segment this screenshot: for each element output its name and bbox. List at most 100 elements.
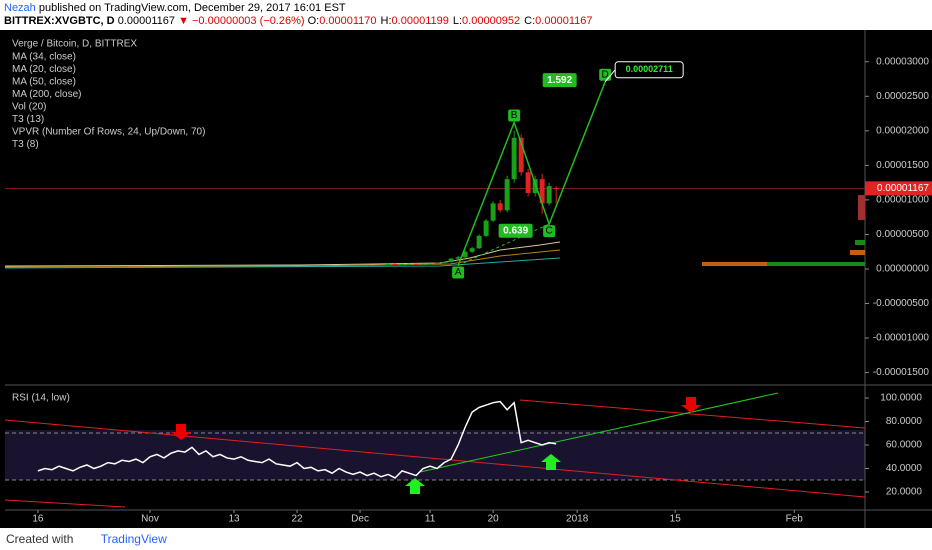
rsi-band [5,430,865,480]
x-tick-label: Nov [141,514,159,525]
candle [553,186,559,204]
pattern-point-label: C [546,226,553,237]
candle-body [448,258,454,263]
x-tick-label: 2018 [566,514,589,525]
candle [539,173,545,214]
arrow-up [405,478,425,494]
candle-body [518,137,524,173]
candle [385,263,391,265]
ohlc-value: 0.00000952 [462,15,521,27]
publish-line: Nezah published on TradingView.com, Dece… [4,2,932,15]
x-tick-label: 22 [291,514,303,525]
pattern-point-label: A [455,267,462,278]
candle [504,175,510,213]
candle [427,263,433,265]
rsi-title: RSI (14, low) [12,393,70,404]
rsi-trendline [419,392,779,473]
rsi-tick-label: 60.0000 [886,440,923,451]
ohlc: O:0.00001170 H:0.00001199 L:0.00000952 C:0.… [308,15,597,27]
x-tick-label: 13 [228,514,240,525]
candle [546,182,552,206]
ratio-box [542,73,577,88]
y-tick-label: 0.00002500 [876,91,929,102]
indicator-label: MA (50, close) [12,77,76,88]
pattern-line [457,81,606,266]
ohlc-key: O: [307,15,320,27]
candle [448,257,454,263]
ohlc-key: C: [524,15,536,27]
candle-body [413,263,419,265]
candle-body [406,263,412,265]
x-tick-label: Feb [786,514,804,525]
candle-body [469,248,475,252]
ohlc-key: L: [452,15,463,27]
pattern-line [457,223,550,266]
last-price-box [865,181,932,196]
x-tick-label: 16 [32,514,44,525]
target-box [614,61,684,79]
candle-body [497,203,503,211]
chart: Verge / Bitcoin, D, BITTREX RSI (14, low… [0,30,932,528]
candle [392,263,398,265]
rsi-tick-label: 20.0000 [886,487,923,498]
published: published on TradingView.com, December 2… [38,2,346,14]
ratio-label: 0.639 [503,225,528,236]
indicator-label: MA (200, close) [12,89,81,100]
candle [511,130,517,183]
arrow-down [171,424,191,440]
candle-body [441,262,447,264]
indicator-label: MA (34, close) [12,52,76,63]
candle [434,262,440,264]
y-tick-label: -0.00001500 [873,367,930,378]
rsi-trendline [519,399,866,429]
candle [413,263,419,265]
rsi-tick-label: 80.0000 [886,416,923,427]
last-price-label: 0.00001167 [877,183,930,194]
chart-title: Verge / Bitcoin, D, BITTREX [12,39,137,50]
candle-body [525,172,531,193]
candle [490,201,496,223]
candle-body [553,188,559,190]
rsi-trendline [4,499,126,508]
footer: Created with TradingView [0,528,932,550]
last: 0.00001167 [117,15,175,27]
pattern-point [452,266,465,279]
indicator-label: T3 (8) [12,139,39,150]
rsi-line [37,400,557,479]
rsi-tick-label: 40.0000 [886,463,923,474]
ohlc-value: 0.00001167 [535,15,593,27]
candle-body [420,263,426,265]
candle [476,234,482,249]
x-tick-label: Dec [351,514,369,525]
candle-body [385,263,391,265]
candle [406,263,412,265]
candle-body [434,262,440,264]
ohlc-value: 0.00001199 [391,15,449,27]
candle [420,263,426,265]
x-tick-label: 11 [425,514,436,525]
ratio-box [498,223,533,238]
brand[interactable]: TradingView [100,532,167,546]
y-tick-label: 0.00001500 [876,160,929,171]
candle-body [539,179,545,204]
vpvr [702,195,865,266]
candle [525,168,531,197]
candle-body [483,220,489,236]
candle-body [427,263,433,265]
candle [441,261,447,264]
pattern-point-label: D [602,69,609,80]
header: Nezah published on TradingView.com, Dece… [0,0,932,30]
candle-body [399,264,405,266]
rsi-tick-label: 100.0000 [880,393,922,404]
y-tick-label: 0.00000000 [876,264,929,275]
pattern-point [543,225,556,238]
candle [483,219,489,238]
x-tick-label: 20 [488,514,500,525]
indicator-label: MA (20, close) [12,64,76,75]
symbol: BITTREX:XVGBTC, D [4,15,115,27]
author[interactable]: Nezah [4,2,36,14]
y-tick-label: 0.00001000 [876,195,929,206]
ma-line [4,249,561,268]
indicator-label: T3 (13) [12,114,44,125]
